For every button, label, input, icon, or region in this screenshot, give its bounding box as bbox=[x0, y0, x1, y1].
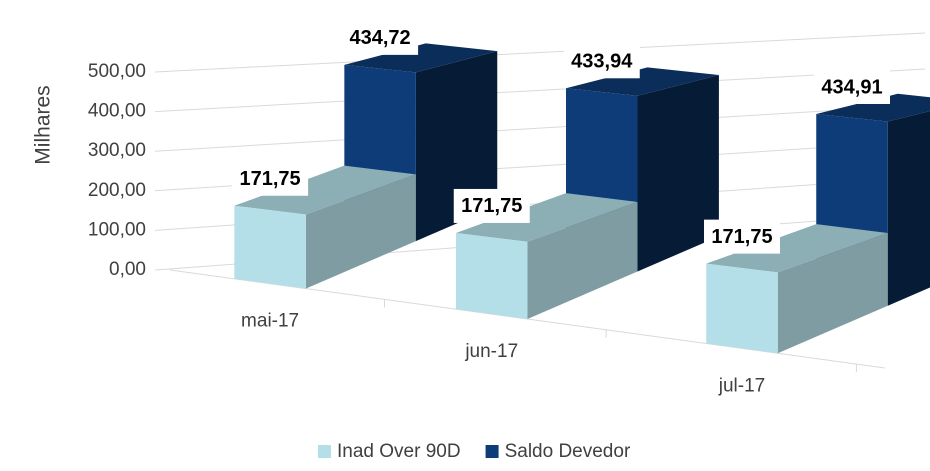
bar bbox=[456, 193, 638, 319]
data-label: 433,94 bbox=[571, 51, 633, 73]
y-axis-label: Milhares bbox=[32, 85, 55, 164]
y-tick-label: 100,00 bbox=[88, 219, 146, 240]
data-label-box bbox=[563, 44, 640, 79]
data-label: 171,75 bbox=[240, 168, 301, 190]
x-tick-label: jul-17 bbox=[718, 375, 765, 396]
bar-top bbox=[706, 224, 888, 273]
data-label: 434,72 bbox=[350, 27, 411, 49]
bar-front bbox=[706, 263, 778, 354]
x-tick-label: mai-17 bbox=[241, 311, 299, 332]
legend-label: Inad Over 90D bbox=[337, 441, 461, 462]
bar-side bbox=[887, 111, 930, 306]
data-label-box bbox=[342, 20, 419, 55]
x-tick-label: jun-17 bbox=[464, 341, 518, 362]
legend-label: Saldo Devedor bbox=[505, 441, 631, 462]
bar-top bbox=[234, 165, 416, 215]
bar bbox=[706, 224, 888, 354]
bar-side bbox=[637, 75, 719, 272]
bar-top bbox=[566, 67, 719, 96]
bar-front bbox=[234, 205, 306, 289]
grid-line bbox=[154, 68, 926, 113]
data-label-box bbox=[814, 69, 890, 104]
bar-top bbox=[456, 193, 638, 242]
bar-side bbox=[777, 232, 888, 354]
y-tick-label: 200,00 bbox=[88, 180, 146, 201]
y-tick-label: 0,00 bbox=[109, 259, 146, 280]
data-label: 171,75 bbox=[711, 226, 772, 248]
grid-line bbox=[154, 32, 926, 73]
y-tick-label: 300,00 bbox=[88, 140, 146, 161]
data-label-box bbox=[453, 188, 530, 223]
bar-side bbox=[305, 174, 416, 289]
bar-top bbox=[344, 43, 498, 73]
legend-swatch bbox=[485, 445, 499, 458]
bar bbox=[234, 165, 416, 289]
y-tick-label: 500,00 bbox=[88, 61, 146, 82]
data-label: 171,75 bbox=[461, 195, 522, 217]
bar-top bbox=[816, 93, 930, 122]
data-label-box bbox=[232, 161, 309, 196]
bar-side bbox=[527, 201, 638, 319]
bar-front bbox=[456, 232, 528, 319]
grid-line bbox=[154, 104, 926, 152]
legend-swatch bbox=[318, 445, 331, 458]
data-label-box bbox=[704, 219, 780, 254]
data-label: 434,91 bbox=[821, 76, 882, 98]
y-tick-label: 400,00 bbox=[88, 101, 146, 122]
